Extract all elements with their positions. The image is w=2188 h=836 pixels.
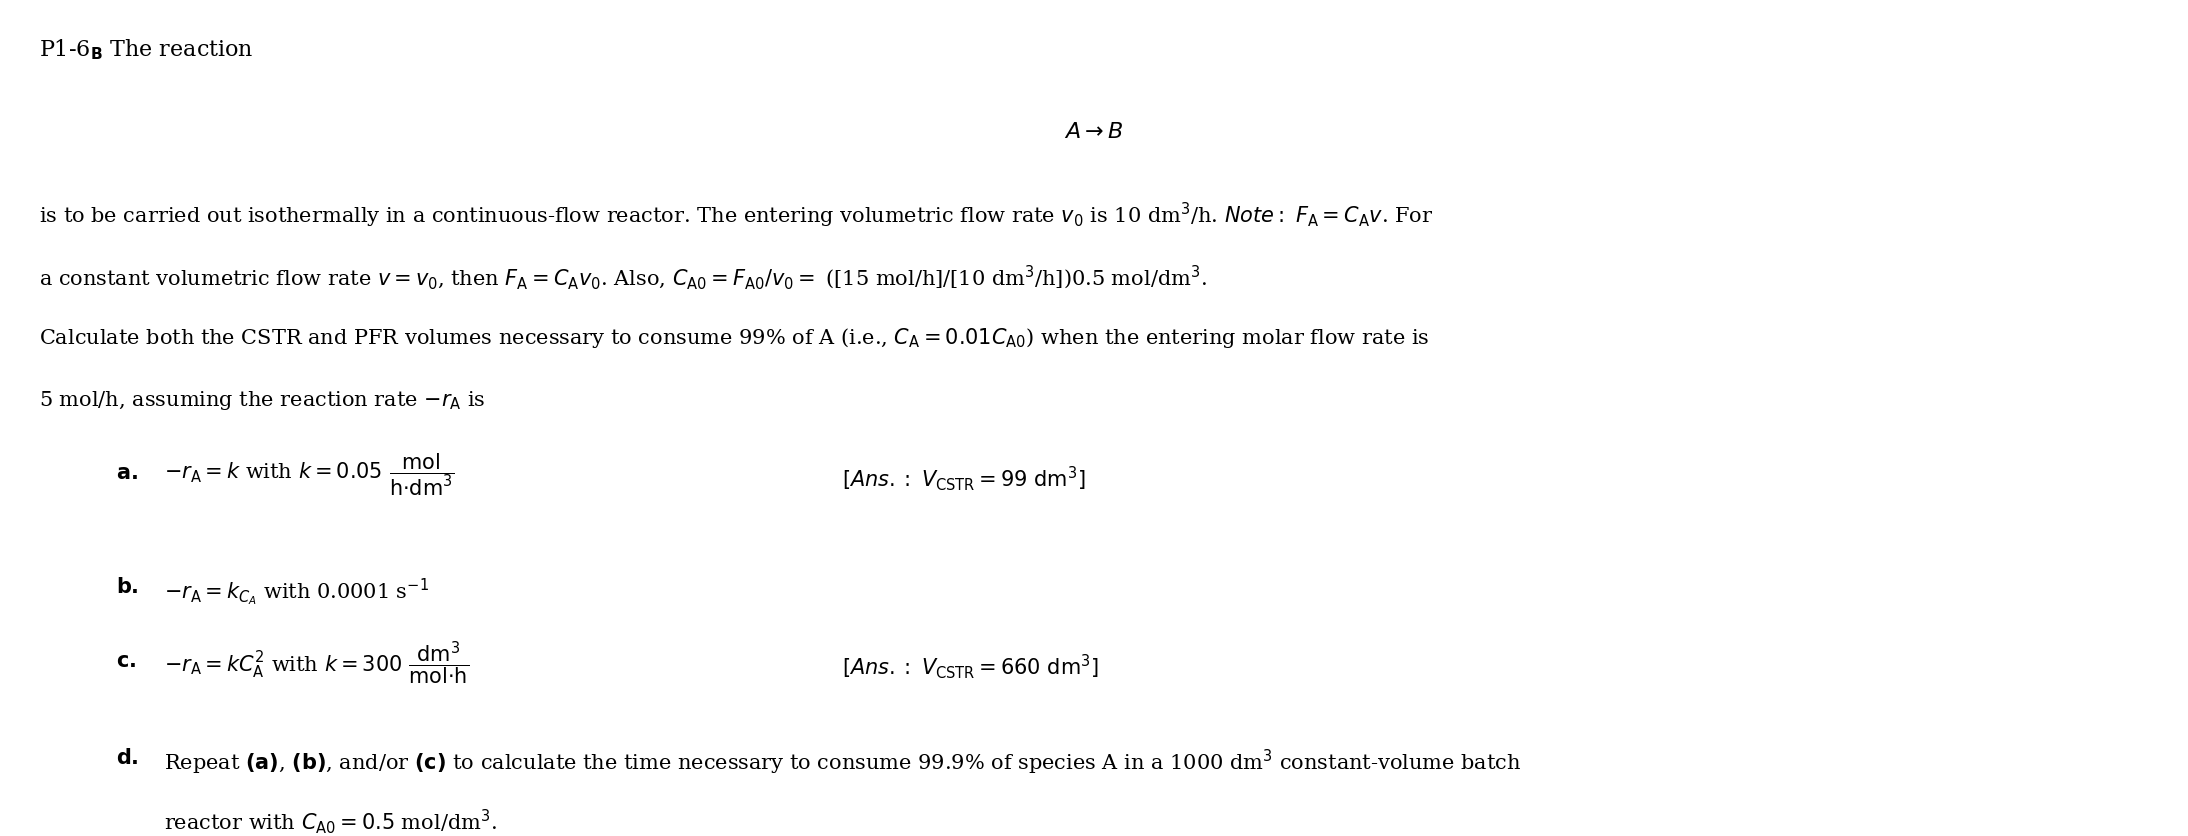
Text: Calculate both the CSTR and PFR volumes necessary to consume 99% of A (i.e., $C_: Calculate both the CSTR and PFR volumes … bbox=[39, 326, 1429, 350]
Text: $\mathbf{b.}$: $\mathbf{b.}$ bbox=[116, 577, 138, 597]
Text: $A \rightarrow B$: $A \rightarrow B$ bbox=[1063, 121, 1125, 143]
Text: $\mathbf{d.}$: $\mathbf{d.}$ bbox=[116, 748, 138, 768]
Text: $\mathbf{a.}$: $\mathbf{a.}$ bbox=[116, 464, 138, 483]
Text: is to be carried out isothermally in a continuous-flow reactor. The entering vol: is to be carried out isothermally in a c… bbox=[39, 201, 1433, 230]
Text: $[\mathit{Ans.:}\ V_\mathrm{CSTR} = 99\ \mathrm{dm}^3]$: $[\mathit{Ans.:}\ V_\mathrm{CSTR} = 99\ … bbox=[842, 464, 1085, 492]
Text: Repeat $\mathbf{(a)}$, $\mathbf{(b)}$, and/or $\mathbf{(c)}$ to calculate the ti: Repeat $\mathbf{(a)}$, $\mathbf{(b)}$, a… bbox=[164, 748, 1521, 777]
Text: 5 mol/h, assuming the reaction rate $-r_\mathrm{A}$ is: 5 mol/h, assuming the reaction rate $-r_… bbox=[39, 389, 486, 412]
Text: reactor with $C_\mathrm{A0} = 0.5$ mol/dm$^3$.: reactor with $C_\mathrm{A0} = 0.5$ mol/d… bbox=[164, 807, 497, 835]
Text: $-r_\mathrm{A} = kC_\mathrm{A}^2$ with $k = 300\ \dfrac{\mathrm{dm}^3}{\mathrm{m: $-r_\mathrm{A} = kC_\mathrm{A}^2$ with $… bbox=[164, 640, 468, 687]
Text: a constant volumetric flow rate $v = v_0$, then $F_\mathrm{A} = C_\mathrm{A}v_0$: a constant volumetric flow rate $v = v_0… bbox=[39, 263, 1208, 292]
Text: $\mathbf{c.}$: $\mathbf{c.}$ bbox=[116, 652, 136, 671]
Text: $-r_\mathrm{A} = k_{C_A}$ with 0.0001 s$^{-1}$: $-r_\mathrm{A} = k_{C_A}$ with 0.0001 s$… bbox=[164, 577, 429, 608]
Text: $-r_\mathrm{A} = k$ with $k = 0.05\ \dfrac{\mathrm{mol}}{\mathrm{h{\cdot}dm}^3}$: $-r_\mathrm{A} = k$ with $k = 0.05\ \dfr… bbox=[164, 451, 455, 497]
Text: $[\mathit{Ans.:}\ V_\mathrm{CSTR} = 660\ \mathrm{dm}^3]$: $[\mathit{Ans.:}\ V_\mathrm{CSTR} = 660\… bbox=[842, 652, 1098, 681]
Text: P1-6$_\mathbf{B}$ The reaction: P1-6$_\mathbf{B}$ The reaction bbox=[39, 38, 254, 62]
